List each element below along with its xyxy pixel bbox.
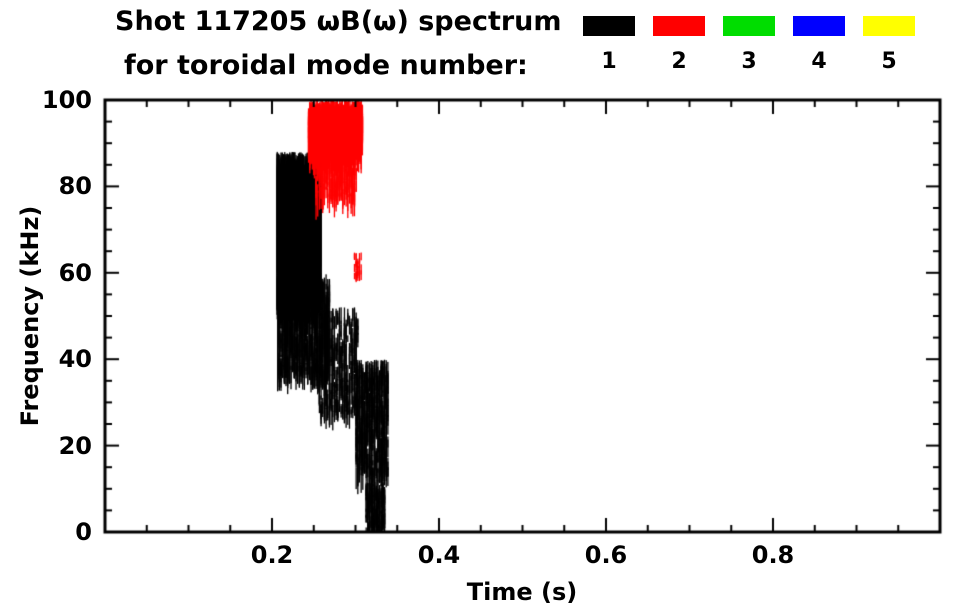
- y-tick-label-40: 40: [58, 345, 92, 374]
- legend-label-3: 3: [741, 49, 757, 74]
- x-tick-label-0.2: 0.2: [250, 541, 294, 569]
- legend-label-4: 4: [811, 49, 827, 74]
- legend-swatch-4: [793, 16, 845, 36]
- y-tick-label-20: 20: [58, 431, 92, 460]
- x-tick-label-0.8: 0.8: [751, 541, 795, 569]
- mode-legend: 1 2 3 4 5: [583, 16, 915, 74]
- legend-label-5: 5: [881, 49, 897, 74]
- legend-swatch-3: [723, 16, 775, 36]
- y-tick-label-80: 80: [58, 172, 92, 201]
- y-axis-label: Frequency (kHz): [16, 205, 44, 427]
- legend-swatch-2: [653, 16, 705, 36]
- chart-subtitle: for toroidal mode number:: [124, 50, 528, 81]
- legend-item-5: 5: [863, 16, 915, 74]
- y-tick-label-60: 60: [58, 258, 92, 287]
- chart-title: Shot 117205 ωB(ω) spectrum: [115, 6, 562, 37]
- legend-item-4: 4: [793, 16, 845, 74]
- legend-item-3: 3: [723, 16, 775, 74]
- legend-swatch-5: [863, 16, 915, 36]
- x-tick-label-0.4: 0.4: [417, 541, 461, 569]
- legend-label-1: 1: [601, 49, 617, 74]
- x-axis-label: Time (s): [466, 578, 578, 606]
- legend-label-2: 2: [671, 49, 687, 74]
- y-tick-label-100: 100: [41, 86, 92, 114]
- x-tick-label-0.6: 0.6: [584, 541, 628, 569]
- legend-item-1: 1: [583, 16, 635, 74]
- legend-swatch-1: [583, 16, 635, 36]
- y-tick-label-0: 0: [75, 518, 92, 546]
- legend-item-2: 2: [653, 16, 705, 74]
